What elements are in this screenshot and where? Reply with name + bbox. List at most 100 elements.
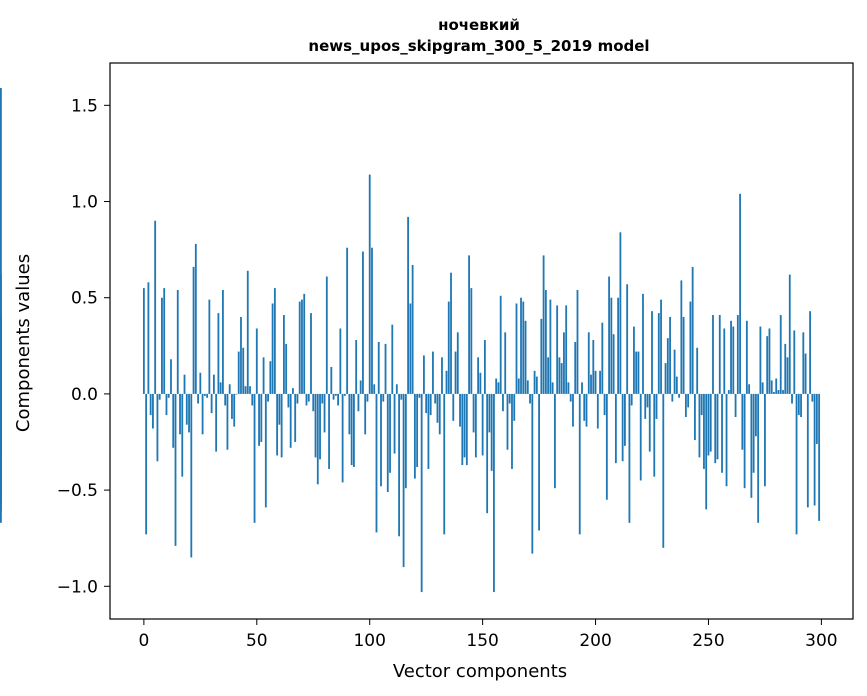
bar-131 <box>438 393 441 435</box>
bar-77 <box>316 393 319 485</box>
bar-8 <box>161 297 163 394</box>
bar-230 <box>662 393 665 548</box>
x-tick-label-150: 150 <box>466 631 498 651</box>
bar-199 <box>592 340 595 394</box>
bar-undefined <box>0 320 2 394</box>
bar-62 <box>282 315 285 394</box>
bar-5 <box>154 220 157 394</box>
y-axis: −1.0 −0.5 0.0 0.5 1.0 1.5 <box>57 96 110 597</box>
bar-15 <box>176 290 179 394</box>
bar-174 <box>535 376 538 394</box>
bar-157 <box>497 382 500 394</box>
bar-218 <box>635 351 638 394</box>
bar-225 <box>651 311 653 394</box>
bar-60 <box>278 393 281 425</box>
bar-237 <box>678 393 681 398</box>
bar-256 <box>721 393 723 473</box>
bar-undefined <box>0 382 2 394</box>
bar-3 <box>149 393 152 416</box>
bar-238 <box>680 280 683 394</box>
bar-163 <box>511 393 513 469</box>
bar-213 <box>624 393 626 446</box>
bar-130 <box>436 393 439 423</box>
bar-33 <box>217 313 220 394</box>
bar-231 <box>664 363 667 394</box>
bar-55 <box>267 393 269 402</box>
bar-104 <box>377 341 380 394</box>
bar-257 <box>723 328 726 394</box>
bar-245 <box>696 347 699 394</box>
bar-125 <box>425 393 428 414</box>
bar-252 <box>712 315 714 394</box>
bar-224 <box>648 393 651 452</box>
bar-265 <box>741 393 744 450</box>
bar-272 <box>757 393 760 523</box>
bar-243 <box>691 266 694 394</box>
bar-0 <box>142 288 145 394</box>
bar-14 <box>174 393 177 546</box>
bar-45 <box>244 386 247 394</box>
bar-151 <box>483 340 486 394</box>
bar-187 <box>565 305 568 394</box>
x-tick-label-0: 0 <box>138 631 149 651</box>
bar-226 <box>653 393 656 477</box>
bar-133 <box>443 393 446 535</box>
bar-193 <box>578 393 581 535</box>
bar-92 <box>350 393 353 466</box>
bar-112 <box>395 384 398 394</box>
bar-299 <box>818 393 821 521</box>
bar-2 <box>147 282 150 394</box>
bar-10 <box>165 393 168 416</box>
bar-76 <box>314 393 317 458</box>
bar-228 <box>657 313 660 394</box>
bar-149 <box>479 372 482 394</box>
bar-17 <box>181 393 184 477</box>
bar-44 <box>242 347 245 394</box>
bar-216 <box>630 393 633 406</box>
bar-286 <box>788 274 791 394</box>
bar-278 <box>770 380 773 394</box>
bar-84 <box>332 393 335 400</box>
bar-97 <box>362 251 364 394</box>
bar-147 <box>474 393 477 458</box>
bar-53 <box>262 357 265 394</box>
bar-175 <box>538 393 540 531</box>
bar-293 <box>804 353 807 394</box>
bar-117 <box>407 216 410 394</box>
bar-268 <box>748 384 751 394</box>
bar-12 <box>170 359 172 394</box>
bar-68 <box>296 393 299 404</box>
bar-297 <box>813 393 816 506</box>
bar-81 <box>325 276 328 394</box>
bar-202 <box>599 370 601 394</box>
y-tick-label-0: −1.0 <box>57 577 98 597</box>
bar-201 <box>596 393 599 429</box>
bar-240 <box>684 393 687 417</box>
bar-247 <box>700 393 703 416</box>
bar-24 <box>197 393 199 404</box>
bar-34 <box>219 382 222 394</box>
bar-183 <box>556 305 559 394</box>
bar-253 <box>714 393 717 464</box>
bar-119 <box>411 265 414 394</box>
plot-frame <box>109 62 854 620</box>
bar-179 <box>547 357 550 394</box>
bar-259 <box>727 390 730 394</box>
bar-13 <box>172 393 175 448</box>
y-tick-label-2: 0.0 <box>71 385 98 405</box>
x-axis-label: Vector components <box>393 661 567 682</box>
bar-198 <box>590 374 592 394</box>
bar-91 <box>348 393 351 435</box>
bar-200 <box>594 370 597 394</box>
bar-221 <box>642 293 644 394</box>
bar-210 <box>617 297 620 394</box>
bar-296 <box>811 393 814 402</box>
bar-123 <box>420 393 423 593</box>
bar-138 <box>454 351 457 394</box>
bar-57 <box>271 303 274 394</box>
bar-6 <box>156 393 159 462</box>
bar-250 <box>707 393 710 456</box>
bar-18 <box>183 374 186 394</box>
bar-255 <box>718 315 721 394</box>
